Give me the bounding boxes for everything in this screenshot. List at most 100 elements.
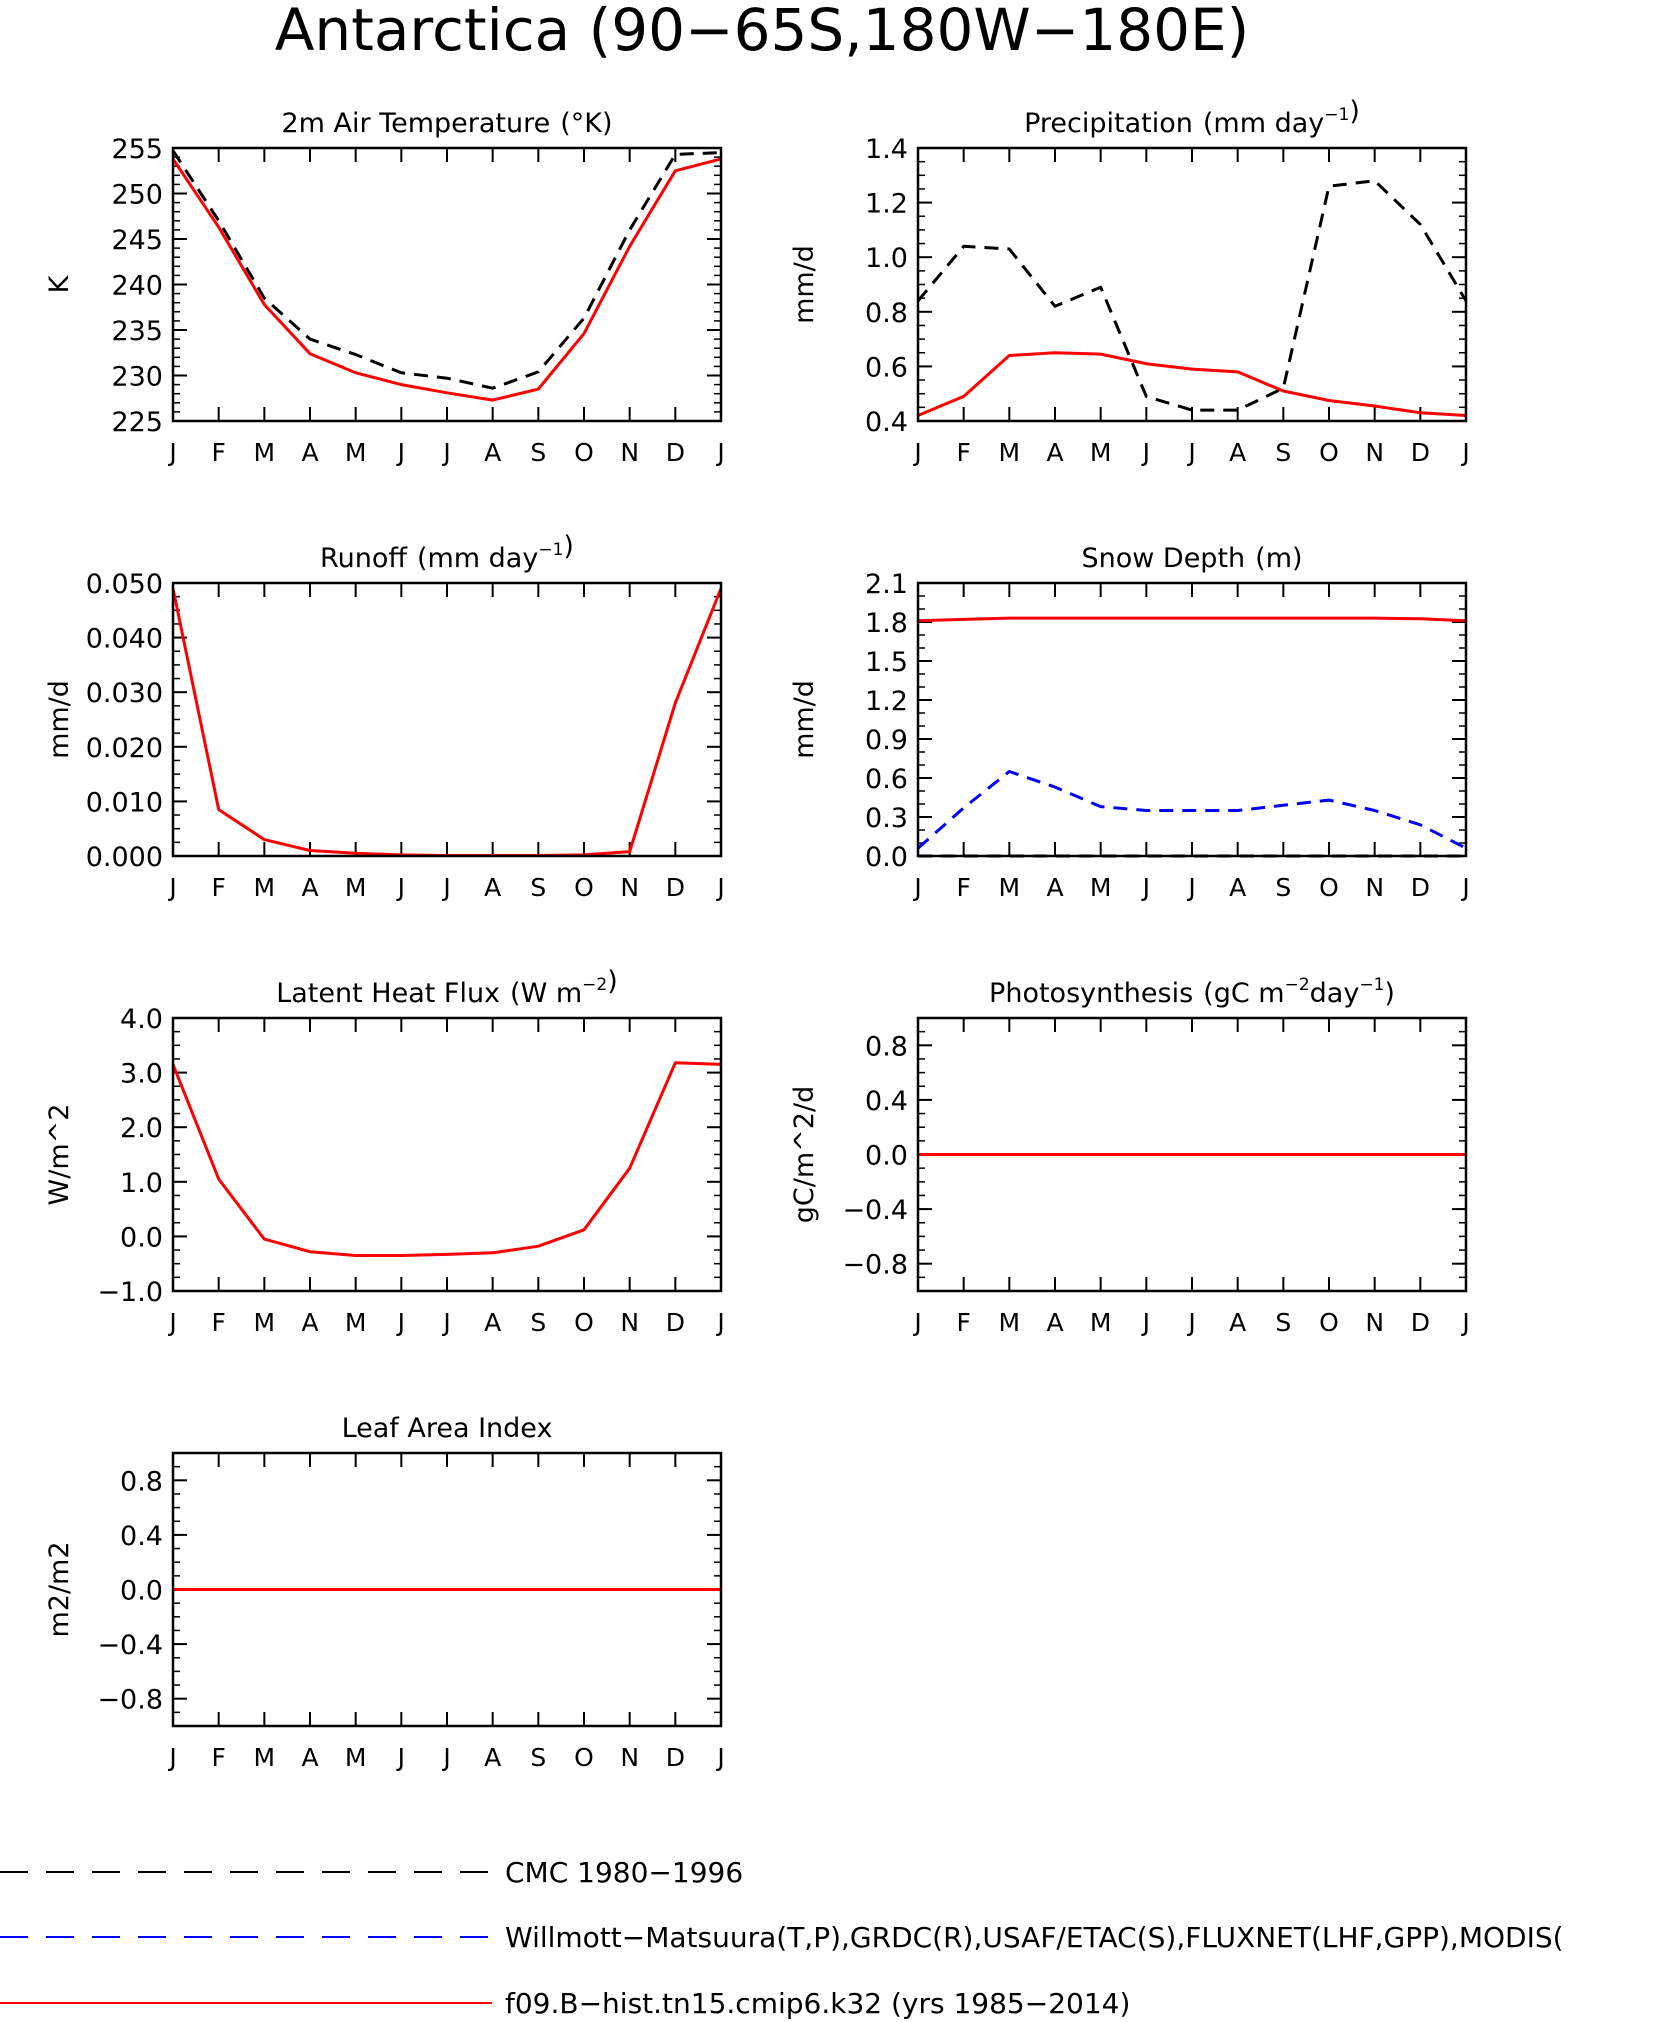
x-tick-label: J (715, 1308, 724, 1337)
x-tick-label: O (1319, 873, 1339, 902)
panel-lhf: Latent Heat Flux (W m−2) −1.0 0.0 1.0 2.0 3.0 4… (44, 966, 725, 1337)
y-axis-label: m2/m2 (44, 1541, 75, 1637)
y-tick-label: 1.5 (865, 647, 908, 678)
x-tick-label: N (620, 1743, 639, 1772)
x-tick-label: M (254, 1743, 276, 1772)
panel-title-part: (W m (510, 978, 582, 1009)
x-tick-label: M (254, 438, 276, 467)
x-tick-label: A (301, 873, 318, 902)
series-line (917, 616, 1467, 623)
panel-title-part: (°K) (560, 108, 612, 139)
panel-temp: 2m Air Temperature (°K) 225 230 235 240 245 250… (44, 108, 725, 467)
x-tick-label: J (441, 1743, 450, 1772)
y-tick-label: 245 (111, 225, 163, 256)
panel-title-superscript: −1 (1359, 975, 1384, 995)
panel-title-superscript: −1 (1324, 105, 1349, 125)
x-tick-label: M (345, 1743, 367, 1772)
y-tick-label: −0.8 (842, 1250, 908, 1281)
x-tick-label: O (574, 1308, 594, 1337)
y-tick-label: 0.010 (86, 787, 163, 818)
legend-label: Willmott−Matsuura(T,P),GRDC(R),USAF/ETAC… (505, 1921, 1564, 1954)
y-tick-label: 0.0 (865, 842, 908, 873)
y-tick-label: 0.3 (865, 803, 908, 834)
y-axis-label: mm/d (789, 680, 820, 759)
panel-title-part: (mm day (417, 543, 538, 574)
legend-label: CMC 1980−1996 (505, 1856, 743, 1889)
panel-title-superscript: −2 (582, 975, 607, 995)
x-tick-label: J (396, 438, 405, 467)
x-tick-label: F (956, 1308, 970, 1337)
x-tick-label: N (620, 873, 639, 902)
y-tick-label: 0.4 (865, 407, 908, 438)
panel-title-part: Leaf Area Index (342, 1413, 553, 1444)
x-tick-label: O (1319, 438, 1339, 467)
x-tick-label: O (574, 873, 594, 902)
x-tick-label: J (1186, 1308, 1195, 1337)
panel-title: Latent Heat Flux (W m−2) (276, 966, 618, 1009)
x-tick-label: S (1275, 873, 1291, 902)
y-tick-label: 2.1 (865, 569, 908, 600)
y-tick-label: 2.0 (120, 1113, 163, 1144)
panel-lai: Leaf Area Index−0.8−0.40.00.40.8J F M A M J J A… (44, 1413, 725, 1772)
x-tick-label: M (1090, 1308, 1112, 1337)
plot-frame (171, 1451, 723, 1728)
x-tick-label: F (211, 873, 225, 902)
y-tick-label: 0.8 (865, 1031, 908, 1062)
x-tick-label: J (1186, 873, 1195, 902)
y-tick-label: 255 (111, 134, 163, 165)
panel-title: Precipitation (mm day−1) (1024, 96, 1360, 139)
x-tick-label: M (999, 438, 1021, 467)
x-tick-label: M (345, 1308, 367, 1337)
y-tick-label: 250 (111, 180, 163, 211)
panel-title-part: Photosynthesis (989, 978, 1193, 1009)
x-tick-label: M (345, 873, 367, 902)
x-tick-label: J (715, 1743, 724, 1772)
series-line (171, 1061, 722, 1257)
series-line (917, 351, 1467, 417)
y-tick-label: 230 (111, 362, 163, 393)
x-tick-label: D (666, 873, 685, 902)
x-tick-label: S (530, 873, 546, 902)
y-tick-label: 1.2 (865, 189, 908, 220)
x-tick-label: J (396, 1308, 405, 1337)
panel-title-part: ) (607, 966, 618, 997)
plot-frame (916, 146, 1468, 423)
y-tick-label: 235 (111, 316, 163, 347)
y-tick-label: 0.0 (120, 1576, 163, 1607)
x-tick-label: M (999, 1308, 1021, 1337)
y-tick-label: 0.0 (865, 1141, 908, 1172)
panel-title-part: ) (563, 531, 574, 562)
y-tick-label: 1.8 (865, 608, 908, 639)
x-tick-label: N (620, 1308, 639, 1337)
panel-title-part: Precipitation (1024, 108, 1193, 139)
x-tick-label: S (530, 1308, 546, 1337)
panels: 2m Air Temperature (°K) 225 230 235 240 245 250… (44, 96, 1470, 1772)
x-tick-label: D (666, 1308, 685, 1337)
x-tick-label: F (956, 438, 970, 467)
panel-title: 2m Air Temperature (°K) (281, 108, 612, 139)
x-tick-label: A (484, 873, 501, 902)
y-tick-label: 0.030 (86, 678, 163, 709)
panel-title-part: (gC m (1203, 978, 1284, 1009)
x-tick-label: F (211, 1743, 225, 1772)
plot-frame (171, 1016, 723, 1293)
y-tick-label: 1.0 (865, 243, 908, 274)
panel-title-part: Runoff (320, 543, 408, 574)
x-tick-label: J (167, 1308, 176, 1337)
y-tick-label: 0.0 (120, 1222, 163, 1253)
y-axis-label: gC/m^2/d (789, 1086, 820, 1223)
x-tick-label: J (1186, 438, 1195, 467)
x-tick-label: F (211, 438, 225, 467)
panel-snow: Snow Depth (m)0.00.30.60.91.21.51.82.1J F M… (789, 543, 1470, 902)
x-tick-label: J (715, 873, 724, 902)
x-tick-label: M (999, 873, 1021, 902)
y-tick-label: 0.4 (865, 1086, 908, 1117)
x-tick-label: J (167, 1743, 176, 1772)
panel-runoff: Runoff (mm day−1) 0.000 0.010 0.020 0.030 0.04… (44, 531, 725, 902)
x-tick-label: M (254, 873, 276, 902)
panel-photo: Photosynthesis (gC m−2day−1) −0.8 −0.4 0.0 0.… (789, 975, 1470, 1337)
x-tick-label: J (167, 873, 176, 902)
x-tick-label: D (1411, 873, 1430, 902)
panel-title-part: (mm day (1203, 108, 1324, 139)
y-tick-label: −1.0 (97, 1277, 163, 1308)
